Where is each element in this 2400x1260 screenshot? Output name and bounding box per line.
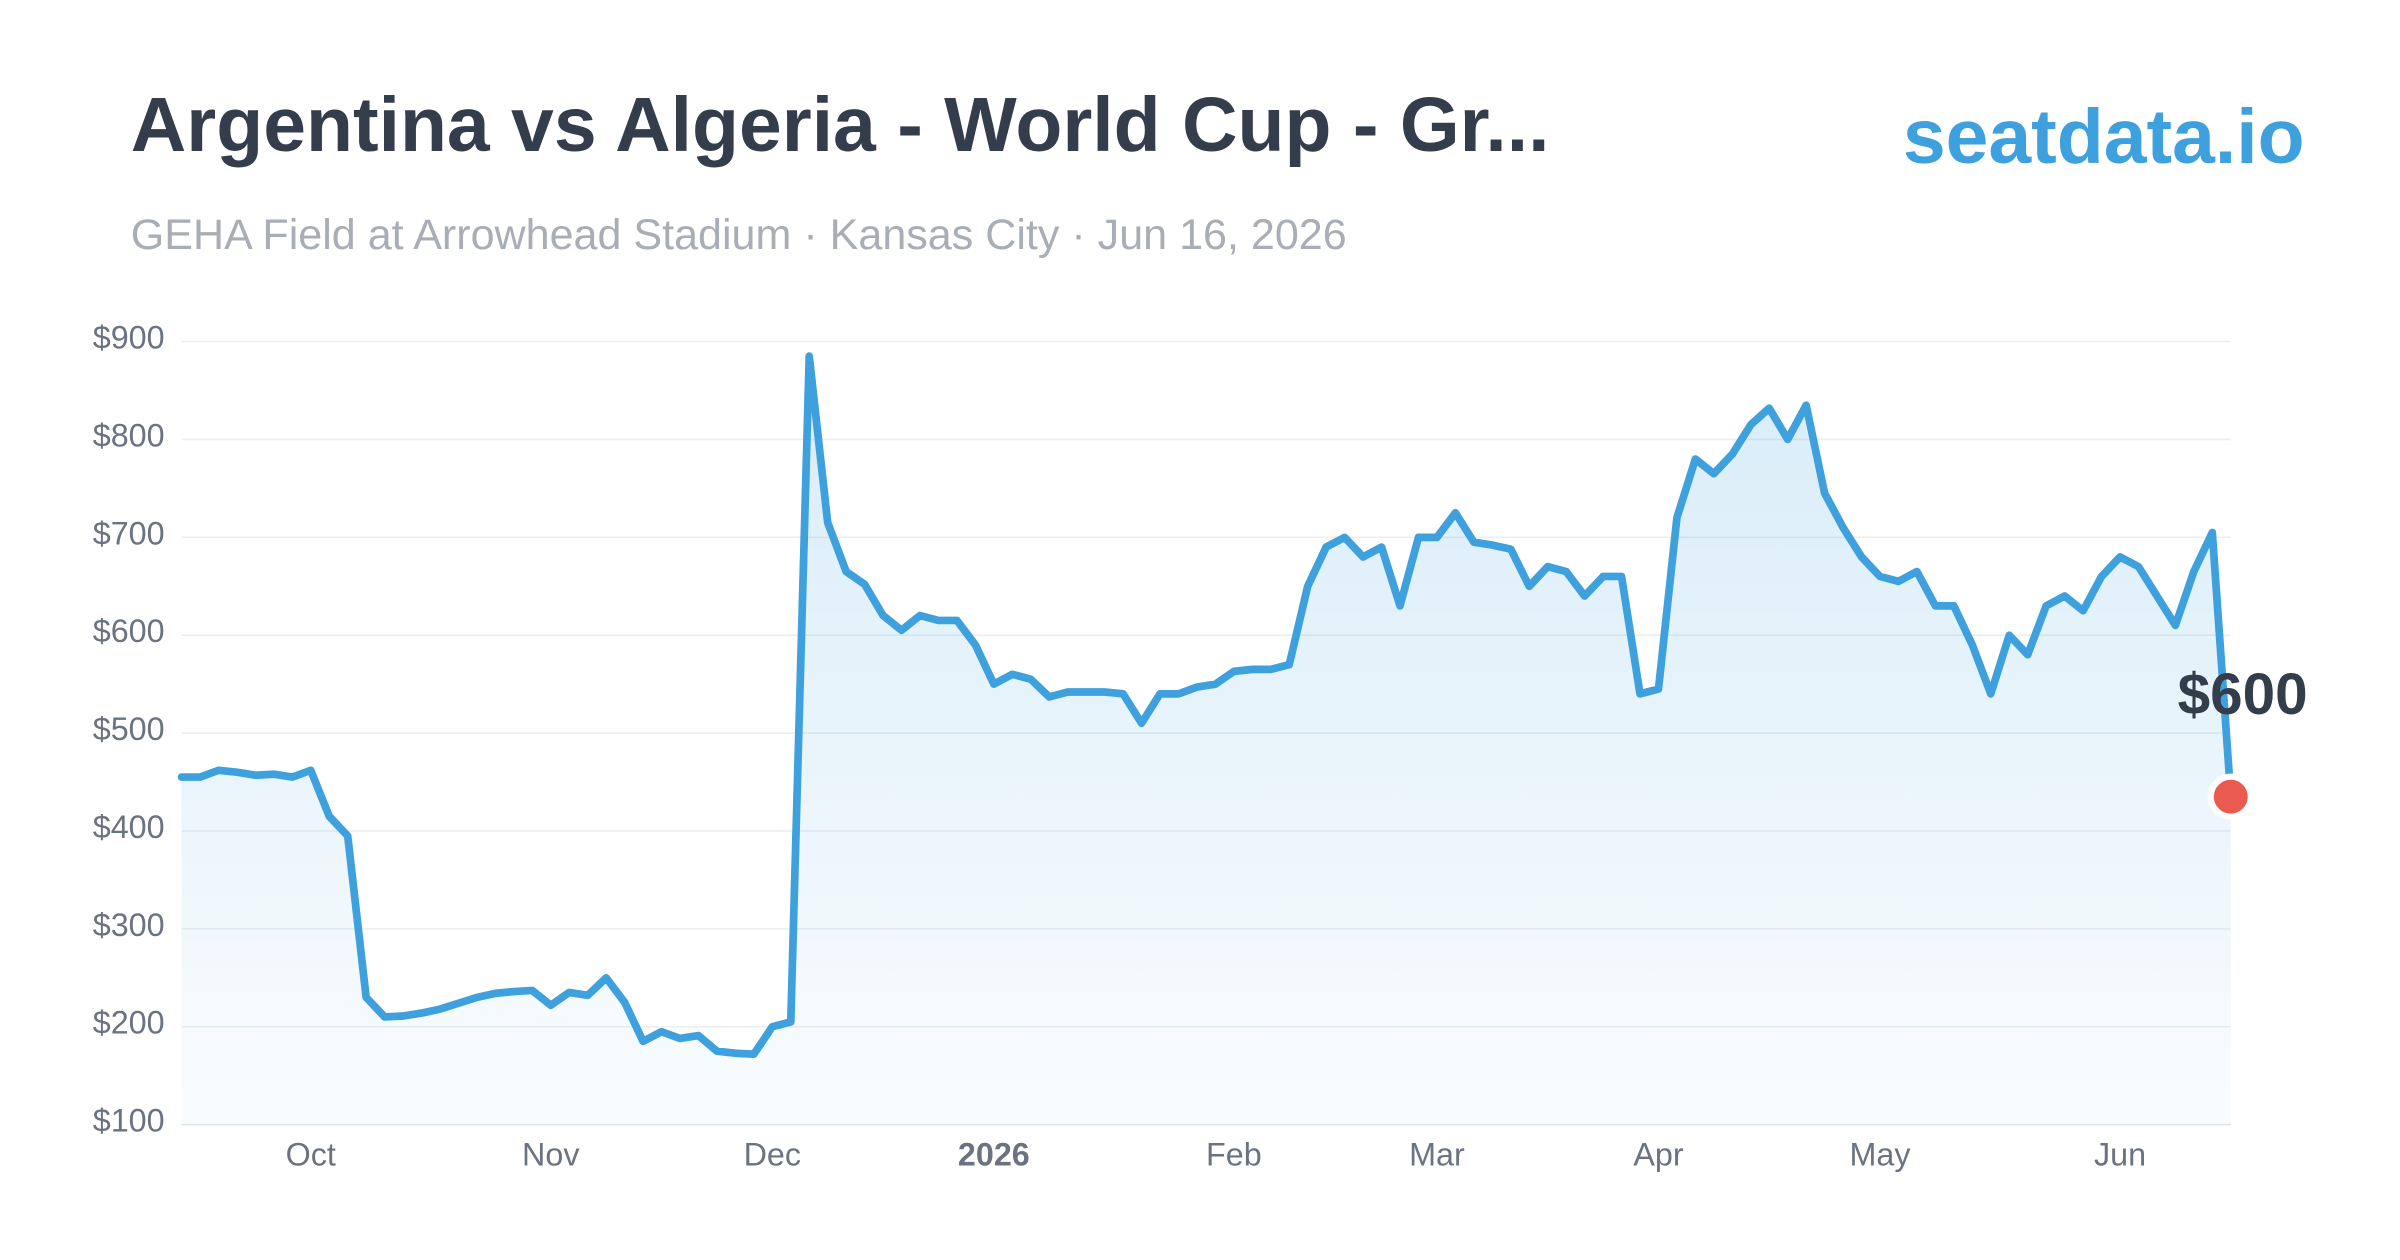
x-tick-label: Mar — [1409, 1136, 1465, 1172]
x-tick-label: 2026 — [958, 1136, 1030, 1172]
y-tick-label: $800 — [93, 417, 165, 453]
plot-area: $100 $200 $300 $400 $500 $600 $700 $800 $900 Oct N… — [93, 320, 2308, 1173]
y-tick-label: $600 — [93, 613, 165, 649]
x-tick-label: Jun — [2094, 1136, 2146, 1172]
y-tick-label: $400 — [93, 809, 165, 845]
end-point — [2207, 773, 2254, 820]
y-tick-label: $900 — [93, 320, 165, 356]
y-tick-label: $200 — [93, 1005, 165, 1041]
y-tick-label: $500 — [93, 711, 165, 747]
x-tick-label: Dec — [744, 1136, 801, 1172]
x-tick-label: Apr — [1633, 1136, 1684, 1172]
x-tick-label: Feb — [1206, 1136, 1262, 1172]
y-tick-label: $100 — [93, 1103, 165, 1139]
y-tick-label: $300 — [93, 907, 165, 943]
x-tick-label: Nov — [522, 1136, 580, 1172]
x-tick-label: Oct — [286, 1136, 336, 1172]
price-line — [177, 352, 2235, 1058]
price-annotation: $600 — [2178, 662, 2308, 727]
chart-subtitle: GEHA Field at Arrowhead Stadium · Kansas… — [131, 211, 1347, 259]
chart-title: Argentina vs Algeria - World Cup - Gr... — [131, 82, 1550, 168]
area — [181, 356, 2231, 1125]
y-tick-label: $700 — [93, 515, 165, 551]
brand: seatdata.io — [1903, 94, 2305, 180]
x-tick-label: May — [1849, 1136, 1911, 1172]
